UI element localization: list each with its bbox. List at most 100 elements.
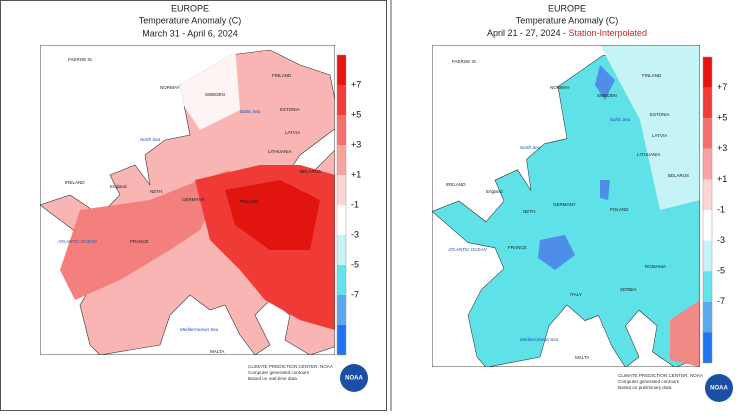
legend-swatch	[337, 235, 346, 265]
legend-label: -3	[717, 235, 725, 245]
logo	[340, 364, 368, 392]
region: EUROPE	[171, 3, 209, 13]
legend-label: -1	[351, 199, 359, 209]
map-label: ROMANIA	[645, 264, 666, 269]
map-label: ATLANTIC OCEAN	[57, 239, 97, 244]
legend-label: +3	[717, 143, 727, 153]
legend-swatch	[337, 205, 346, 235]
legend-label: +1	[717, 174, 727, 184]
legend-swatch	[703, 179, 712, 210]
map-label: BELARUS	[668, 173, 689, 178]
subtitle: Temperature Anomaly (C)	[139, 15, 242, 25]
legend: +7 +5 +3 +1 -1 -3 -5 -7	[336, 54, 361, 356]
legend-label: -7	[717, 296, 725, 306]
map-label: SERBIA	[620, 287, 637, 292]
legend-label: -1	[717, 204, 725, 214]
map-label: ITALY	[570, 292, 582, 297]
legend-label: +5	[351, 109, 361, 119]
legend-swatch	[703, 148, 712, 180]
map	[432, 45, 700, 367]
anomaly-area	[600, 45, 700, 210]
anomaly-area	[60, 170, 230, 300]
footer-line: CLIMATE PREDICTION CENTER, NOAA	[618, 373, 704, 378]
map-label: FINLAND	[642, 73, 662, 78]
legend-label: +1	[351, 169, 361, 179]
map-label: ESTONIA	[650, 112, 670, 117]
legend-swatch	[703, 118, 712, 149]
map-label: ESTONIA	[280, 107, 300, 112]
legend-swatch	[703, 210, 712, 241]
legend-swatch	[703, 301, 712, 333]
map	[40, 45, 335, 355]
legend-frame	[702, 56, 713, 364]
map-label: POLAND	[240, 199, 259, 204]
legend-swatch	[337, 295, 346, 325]
map-label: England	[486, 189, 503, 194]
map-label: North Sea	[520, 145, 541, 150]
legend-swatch	[337, 145, 346, 175]
map-label: LATVIA	[652, 133, 667, 138]
map-label: SWEDEN	[205, 92, 225, 97]
legend-label: +5	[717, 113, 727, 123]
map-label: Baltic Sea	[610, 117, 631, 122]
map-label: NETH.	[150, 189, 164, 194]
legend-swatch	[337, 325, 346, 355]
legend-label: -5	[717, 266, 725, 276]
map-label: LITHUANIA	[268, 149, 292, 154]
map-labels: FAEROE IS. NORWAY SWEDEN FINLAND ESTONIA LAT…	[57, 57, 321, 354]
map-label: GERMANY	[553, 202, 576, 207]
logo-text: NOAA	[345, 376, 363, 382]
map-label: FRANCE	[130, 239, 149, 244]
logo	[705, 374, 733, 402]
legend-frame	[336, 54, 347, 356]
anomaly-area	[225, 180, 320, 250]
region: EUROPE	[548, 3, 586, 13]
footer-line: Based on preliminary data	[618, 385, 672, 390]
map-label: Mediterranean Sea	[180, 327, 219, 332]
anomaly-area	[670, 300, 700, 367]
logo-text: NOAA	[710, 386, 728, 392]
subtitle: Temperature Anomaly (C)	[516, 15, 619, 25]
legend-swatch	[337, 85, 346, 115]
footer-line: Based on real-time data	[248, 376, 297, 381]
legend-label: +7	[351, 79, 361, 89]
map-labels: FAEROE IS. NORWAY SWEDEN FINLAND ESTONIA LAT…	[446, 59, 689, 360]
legend-label: -7	[351, 289, 359, 299]
period: March 31 - April 6, 2024	[142, 28, 238, 38]
legend-swatch	[703, 240, 712, 272]
left-panel: EUROPE Temperature Anomaly (C) March 31 …	[40, 3, 368, 392]
period: April 21 - 27, 2024 - Station-Interpolat…	[487, 28, 647, 38]
map-label: LATVIA	[285, 130, 300, 135]
map-label: FAEROE IS.	[452, 59, 477, 64]
legend-label: +7	[717, 82, 727, 92]
map-label: ATLANTIC OCEAN	[447, 247, 487, 252]
map-label: NORWAY	[160, 85, 180, 90]
map-label: MALTA	[210, 349, 224, 354]
legend-swatch	[337, 265, 346, 295]
map-label: FAEROE IS.	[68, 57, 93, 62]
map-label: FRANCE	[508, 245, 527, 250]
map-label: North Sea	[140, 137, 161, 142]
legend: +7 +5 +3 +1 -1 -3 -5 -7	[702, 56, 727, 364]
legend-swatch	[337, 175, 346, 205]
map-label: Mediterranean Sea	[520, 337, 559, 342]
anomaly-area	[180, 45, 240, 130]
anomaly-area	[538, 65, 615, 270]
legend-label: -3	[351, 229, 359, 239]
period-text: April 21 - 27, 2024 -	[487, 28, 569, 38]
map-label: BELARUS	[300, 169, 321, 174]
map-label: IRELAND	[446, 182, 466, 187]
map-label: MALTA	[575, 355, 589, 360]
legend-label: -5	[351, 259, 359, 269]
footer-line: Computer generated contours	[248, 370, 310, 375]
legend-swatch	[337, 55, 346, 85]
footer-line: CLIMATE PREDICTION CENTER, NOAA	[248, 364, 334, 369]
right-panel: EUROPE Temperature Anomaly (C) April 21 …	[432, 3, 733, 402]
map-label: LITHUANIA	[637, 152, 661, 157]
map-label: NETH.	[523, 209, 537, 214]
map-label: NORWAY	[550, 85, 570, 90]
period-note: Station-Interpolated	[568, 28, 647, 38]
map-label: GERMANY	[182, 197, 205, 202]
legend-swatch	[337, 115, 346, 145]
